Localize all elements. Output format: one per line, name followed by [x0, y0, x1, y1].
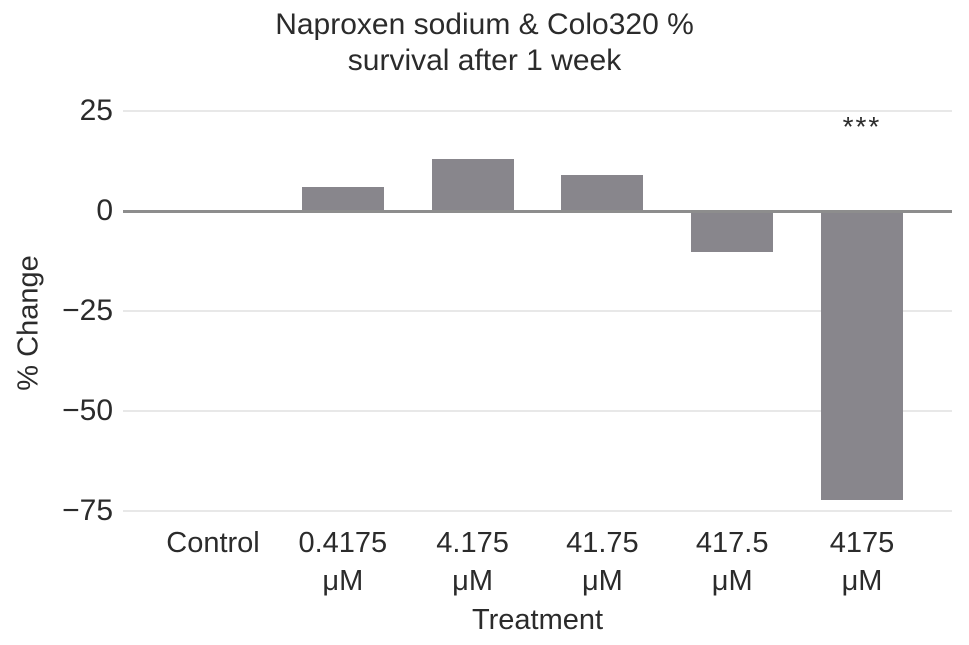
x-tick-value: 41.75	[566, 527, 639, 559]
x-tick-label: 41.75 μM	[527, 524, 677, 600]
x-tick-unit: μM	[452, 565, 494, 597]
y-tick-label: −75	[62, 494, 113, 527]
chart-title: Naproxen sodium & Colo320 % survival aft…	[0, 7, 969, 79]
x-tick-unit: μM	[581, 565, 623, 597]
bar	[431, 159, 514, 211]
x-tick-value: 417.5	[695, 527, 769, 559]
bar	[691, 212, 774, 252]
x-tick-value: 4.175	[436, 527, 509, 559]
y-tick-label: 25	[79, 94, 113, 127]
bar	[561, 175, 644, 211]
bar	[821, 212, 903, 500]
x-tick-unit: μM	[322, 565, 364, 597]
x-tick-value: 0.4175	[298, 527, 388, 559]
chart-title-line2: survival after 1 week	[347, 44, 622, 77]
x-tick-label: 4.175 μM	[398, 524, 548, 600]
y-tick-label: −25	[62, 294, 113, 327]
x-axis-label: Treatment	[471, 604, 604, 636]
y-tick-label: 0	[96, 194, 113, 227]
x-tick-value: Control	[166, 527, 260, 559]
x-tick-label: 417.5 μM	[657, 524, 807, 600]
x-tick-unit: μM	[711, 565, 753, 597]
plot-area: ***	[123, 110, 952, 512]
y-tick-label: −50	[62, 394, 113, 427]
x-tick-label: 4175 μM	[787, 524, 937, 600]
gridline	[123, 510, 952, 512]
x-tick-label: Control	[138, 524, 288, 562]
x-tick-value: 4175	[829, 527, 895, 559]
gridline	[123, 110, 952, 112]
x-tick-label: 0.4175 μM	[268, 524, 418, 600]
gridline	[123, 310, 952, 312]
bar	[301, 187, 384, 211]
zero-axis-line	[123, 210, 952, 213]
x-tick-unit: μM	[841, 565, 883, 597]
significance-marker: ***	[842, 111, 882, 142]
chart-title-line1: Naproxen sodium & Colo320 %	[275, 8, 694, 41]
gridline	[123, 410, 952, 412]
